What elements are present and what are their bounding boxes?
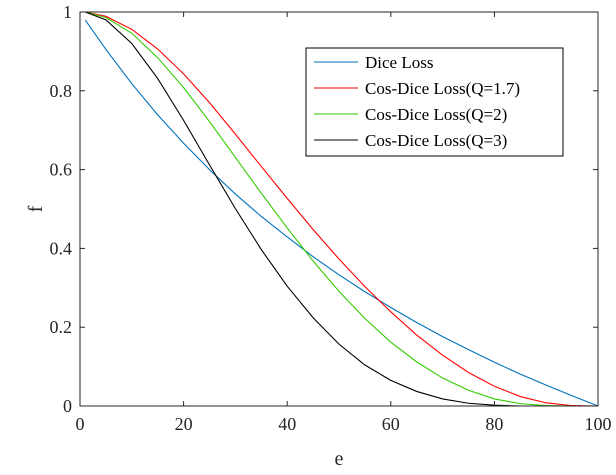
- x-tick-label: 60: [382, 414, 400, 434]
- y-tick-label: 0.4: [50, 238, 73, 258]
- x-tick-label: 100: [585, 414, 612, 434]
- legend-label: Cos-Dice Loss(Q=1.7): [365, 79, 520, 98]
- legend-label: Dice Loss: [365, 53, 433, 72]
- axes-layer: [79, 11, 599, 407]
- legend-items: Dice Loss Cos-Dice Loss(Q=1.7) Cos-Dice Lo…: [314, 53, 520, 150]
- x-tick-label: 80: [485, 414, 503, 434]
- legend: Dice Loss Cos-Dice Loss(Q=1.7) Cos-Dice Lo…: [305, 47, 564, 157]
- series-line-2: [85, 11, 599, 407]
- y-axis-label: f: [25, 205, 47, 212]
- series-line-3: [85, 11, 598, 407]
- x-axis-label: e: [335, 448, 344, 470]
- y-tick-label: 0.6: [50, 160, 73, 180]
- legend-label: Cos-Dice Loss(Q=3): [365, 131, 507, 150]
- series-layer: [84, 11, 599, 407]
- legend-box: [305, 47, 564, 157]
- y-tick-label: 0: [63, 396, 72, 416]
- axes-box: [79, 11, 599, 407]
- ticks-layer: 0 20 40 60 80 100 0 0.2 0.4 0.6 0.8 1: [50, 2, 612, 434]
- y-tick-label: 0.8: [50, 81, 73, 101]
- series-line-1: [84, 19, 599, 407]
- legend-label: Cos-Dice Loss(Q=2): [365, 105, 507, 124]
- y-tick-label: 0.2: [50, 317, 73, 337]
- x-tick-label: 20: [175, 414, 193, 434]
- y-tick-label: 1: [63, 2, 72, 22]
- x-tick-label: 40: [278, 414, 296, 434]
- x-tick-label: 0: [76, 414, 85, 434]
